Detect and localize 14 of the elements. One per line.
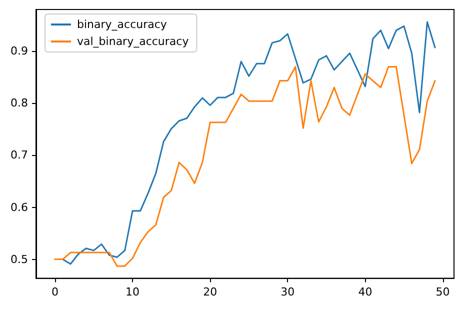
x-tick-label: 30: [280, 285, 295, 298]
y-tick-label: 0.6: [10, 200, 28, 214]
y-tick-label: 0.8: [10, 96, 28, 110]
x-tick-label: 50: [436, 285, 450, 298]
x-tick-label: 40: [358, 285, 372, 298]
y-tick-label: 0.7: [10, 148, 28, 162]
x-tick-label: 10: [126, 285, 140, 298]
y-tick-label: 0.5: [10, 252, 28, 266]
legend-label: val_binary_accuracy: [77, 35, 190, 48]
x-tick-label: 0: [52, 285, 58, 298]
x-tick-label: 20: [203, 285, 218, 298]
y-tick-label: 0.9: [10, 44, 28, 58]
line-series: [54, 66, 436, 267]
legend-label: binary_accuracy: [77, 18, 168, 31]
